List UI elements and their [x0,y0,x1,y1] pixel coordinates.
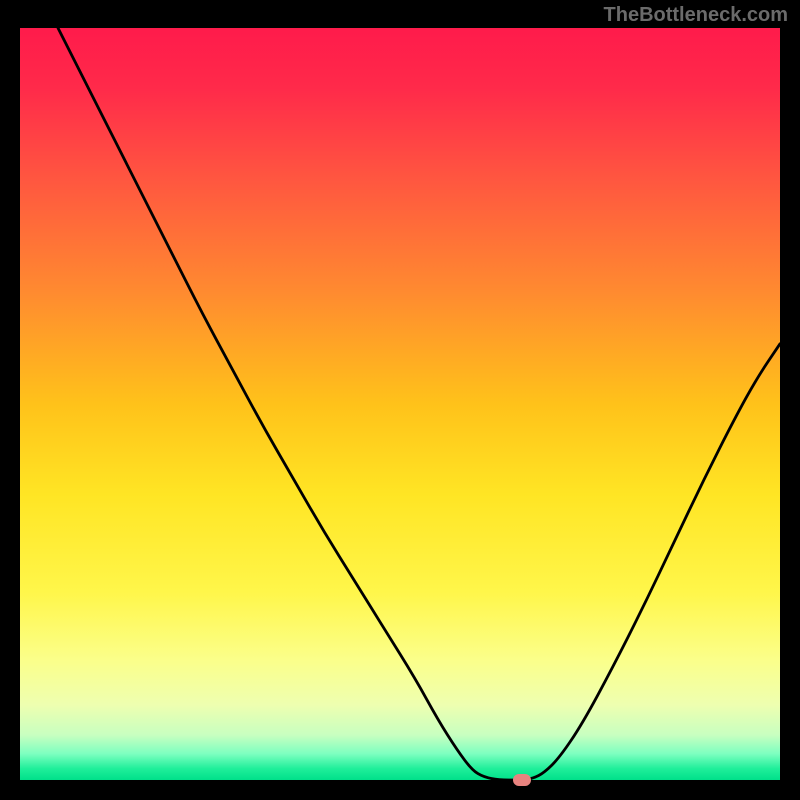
optimal-marker [513,774,531,786]
chart-container: TheBottleneck.com [0,0,800,800]
curve-layer [20,28,780,780]
watermark-text: TheBottleneck.com [604,4,788,27]
plot-area [20,28,780,780]
bottleneck-curve [58,28,780,780]
